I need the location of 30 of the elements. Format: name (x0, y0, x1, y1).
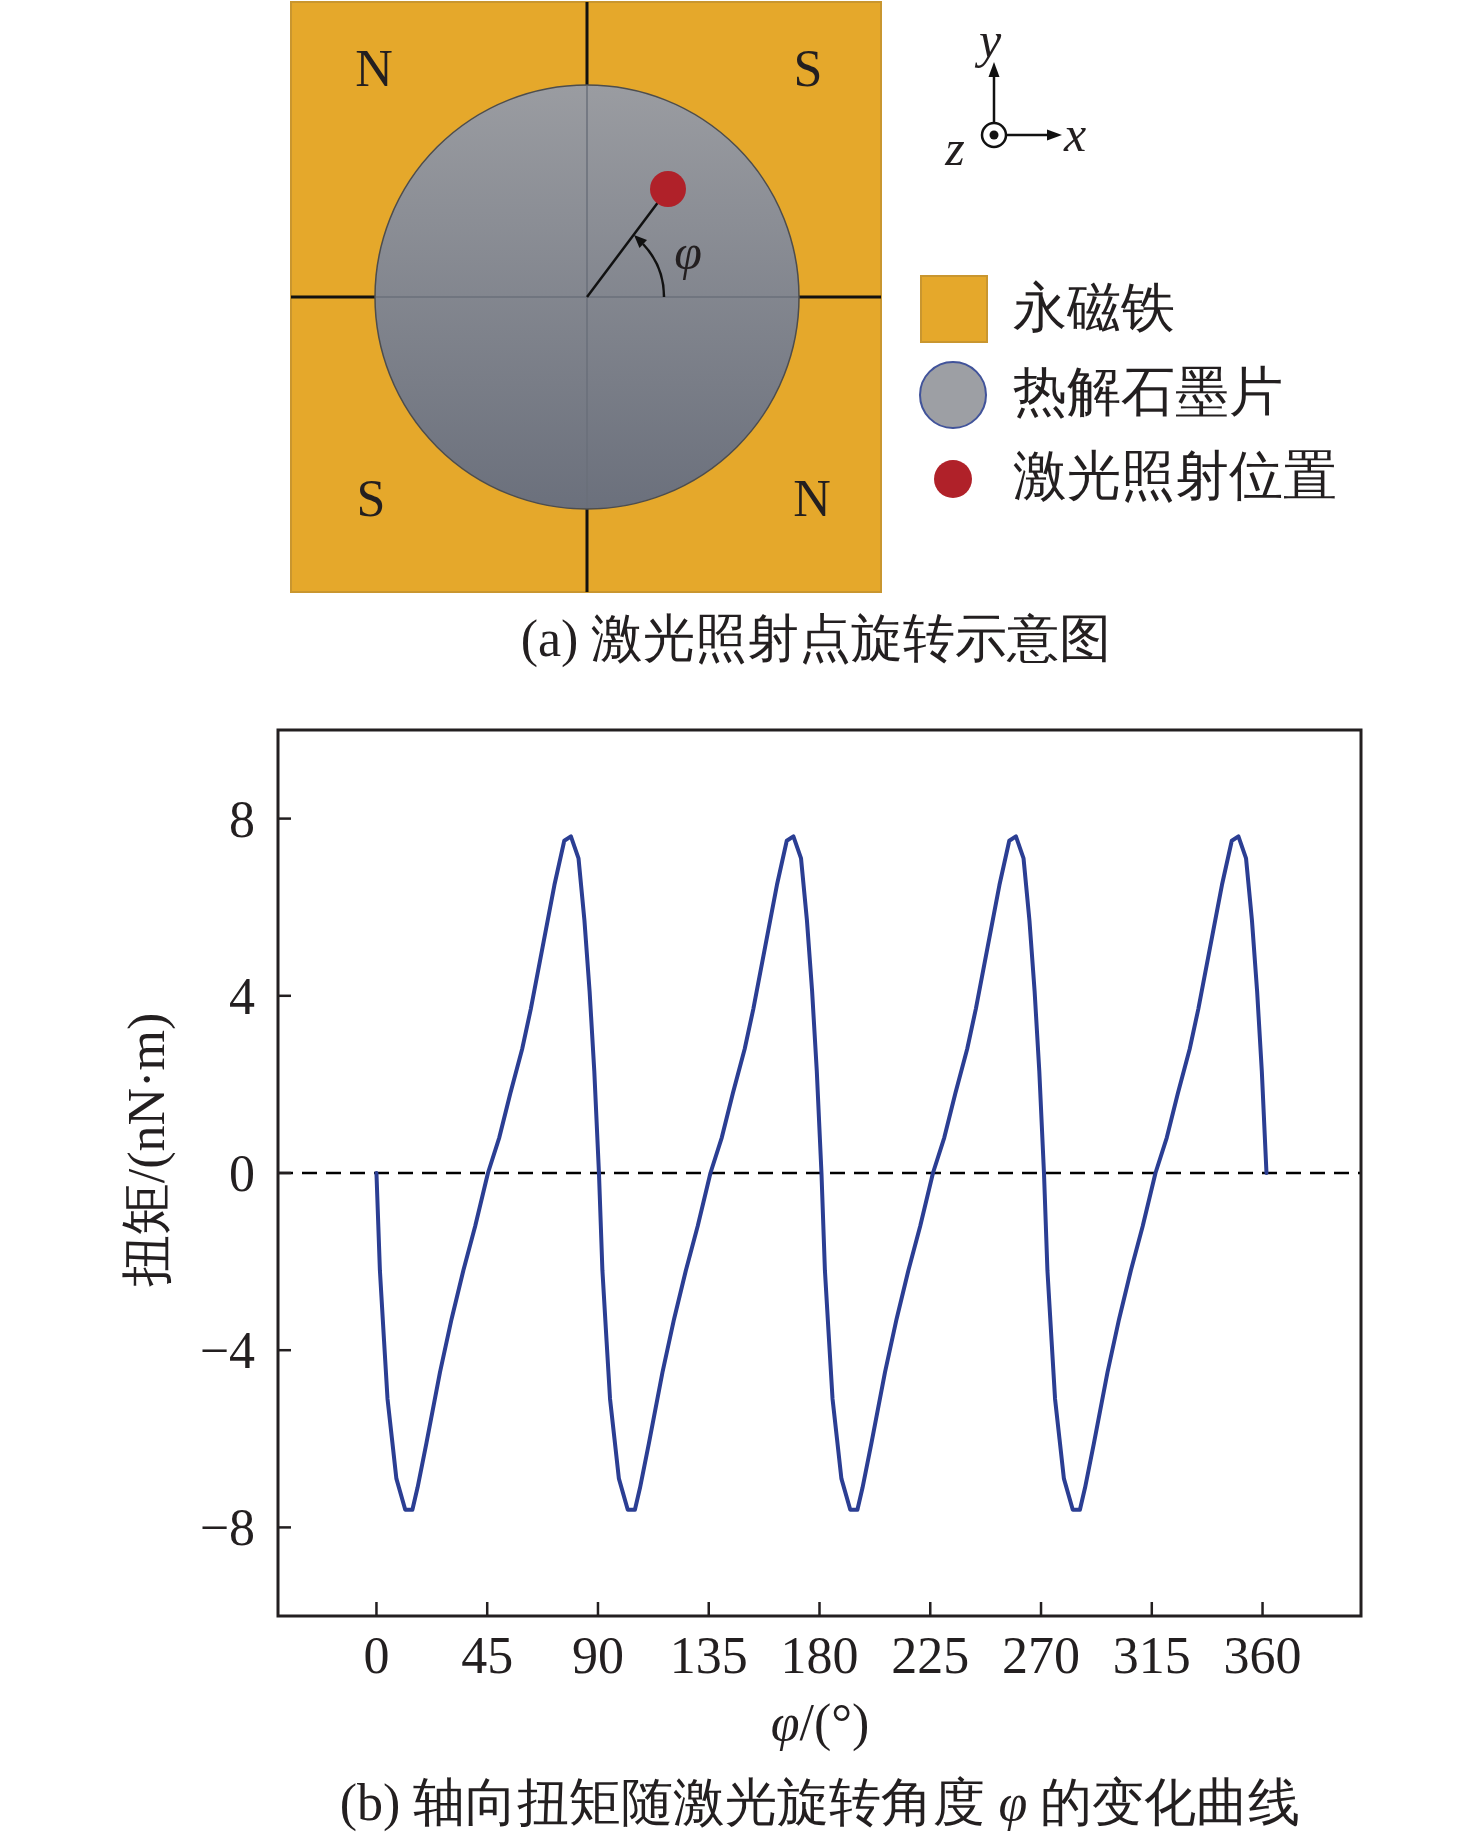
y-tick-label: −4 (199, 1321, 255, 1379)
text: N (355, 39, 393, 97)
text: y (973, 12, 1002, 68)
x-tick-label: 135 (669, 1626, 748, 1684)
x-tick-label: 270 (1002, 1626, 1081, 1684)
y-tick-label: 4 (229, 967, 255, 1025)
y-tick-label: 8 (229, 790, 255, 848)
x-tick-label: 0 (363, 1626, 390, 1684)
x-tick-label: 180 (780, 1626, 859, 1684)
text: 热解石墨片 (1013, 362, 1283, 422)
text: z (944, 120, 965, 176)
text: N (793, 469, 831, 527)
text: S (356, 469, 386, 527)
x-tick-label: 225 (891, 1626, 970, 1684)
x-tick-label: 360 (1223, 1626, 1302, 1684)
text: (a) 激光照射点旋转示意图 (520, 609, 1112, 668)
y-tick-label: 0 (229, 1144, 255, 1202)
x-tick-label: 90 (571, 1626, 624, 1684)
text: S (793, 39, 823, 97)
x-tick-label: 45 (461, 1626, 514, 1684)
x-tick-label: 315 (1112, 1626, 1191, 1684)
line-series (374, 834, 1269, 1512)
text: 激光照射位置 (1013, 446, 1337, 506)
y-tick-label: −8 (199, 1498, 255, 1556)
text: φ (674, 224, 702, 280)
text: x (1062, 106, 1087, 162)
text: 永磁铁 (1013, 278, 1175, 338)
x-axis-title: φ/(°) (770, 1693, 870, 1752)
text: (b) 轴向扭矩随激光旋转角度 φ 的变化曲线 (339, 1773, 1301, 1832)
y-axis-title: 扭矩/(nN·m) (117, 1012, 176, 1288)
